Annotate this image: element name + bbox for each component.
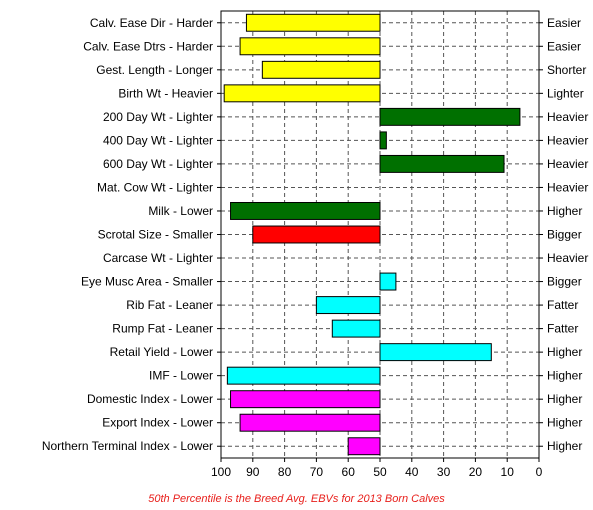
row-label-left: 200 Day Wt - Lighter: [103, 110, 213, 124]
x-tick-label: 0: [536, 465, 543, 479]
bar: [223, 84, 381, 103]
row-label-right: Easier: [547, 16, 581, 30]
x-tick-label: 60: [342, 465, 356, 479]
row-label-left: Milk - Lower: [148, 204, 213, 218]
x-tick-label: 80: [278, 465, 292, 479]
row-label-right: Heavier: [547, 157, 588, 171]
right-labels: Easier Easier Shorter Lighter Heavier Heavier…: [539, 16, 588, 453]
row-label-right: Higher: [547, 345, 582, 359]
row-label-left: IMF - Lower: [149, 369, 213, 383]
row-label-left: Export Index - Lower: [102, 416, 213, 430]
row-label-left: 400 Day Wt - Lighter: [103, 133, 213, 147]
row-label-right: Fatter: [547, 322, 578, 336]
row-label-left: Eye Musc Area - Smaller: [81, 275, 213, 289]
row-label-right: Heavier: [547, 133, 588, 147]
row-label-left: Mat. Cow Wt - Lighter: [97, 180, 213, 194]
row-label-left: Rib Fat - Leaner: [126, 298, 213, 312]
row-label-left: Rump Fat - Leaner: [112, 322, 213, 336]
row-label-left: Northern Terminal Index - Lower: [42, 439, 213, 453]
row-label-right: Higher: [547, 439, 582, 453]
row-label-right: Easier: [547, 39, 581, 53]
row-label-left: Gest. Length - Longer: [96, 63, 213, 77]
row-label-right: Higher: [547, 369, 582, 383]
footnote: 50th Percentile is the Breed Avg. EBVs f…: [148, 493, 445, 505]
row-label-right: Heavier: [547, 180, 588, 194]
row-label-right: Heavier: [547, 251, 588, 265]
row-label-right: Lighter: [547, 86, 584, 100]
row-label-left: Calv. Ease Dtrs - Harder: [83, 39, 213, 53]
x-tick-label: 100: [211, 465, 231, 479]
row-label-right: Bigger: [547, 228, 582, 242]
x-tick-label: 90: [246, 465, 260, 479]
row-label-right: Bigger: [547, 275, 582, 289]
row-label-left: Carcase Wt - Lighter: [103, 251, 213, 265]
row-label-left: Retail Yield - Lower: [110, 345, 213, 359]
bar: [379, 107, 521, 126]
x-tick-label: 40: [405, 465, 419, 479]
bar: [252, 225, 381, 244]
row-label-left: Scrotal Size - Smaller: [98, 228, 213, 242]
bar: [379, 131, 387, 150]
bars: [223, 13, 521, 456]
bar: [315, 296, 381, 315]
x-tick-label: 70: [310, 465, 324, 479]
row-label-left: 600 Day Wt - Lighter: [103, 157, 213, 171]
x-tick-label: 10: [501, 465, 515, 479]
row-label-right: Heavier: [547, 110, 588, 124]
row-label-right: Higher: [547, 204, 582, 218]
x-axis: 100 90 80 70 60 50 40 30 20 10 0: [211, 458, 543, 479]
row-label-left: Domestic Index - Lower: [87, 392, 213, 406]
bar: [230, 202, 381, 220]
bar: [226, 366, 381, 385]
bar: [239, 413, 381, 432]
bar: [230, 390, 381, 409]
row-label-left: Birth Wt - Heavier: [118, 86, 213, 100]
bar: [245, 13, 381, 32]
row-label-left: Calv. Ease Dir - Harder: [90, 16, 213, 30]
x-tick-label: 30: [437, 465, 451, 479]
row-label-right: Fatter: [547, 298, 578, 312]
x-tick-label: 50: [373, 465, 387, 479]
row-label-right: Higher: [547, 416, 582, 430]
row-label-right: Higher: [547, 392, 582, 406]
bar: [261, 60, 381, 79]
row-label-right: Shorter: [547, 63, 586, 77]
x-tick-label: 20: [469, 465, 483, 479]
bar: [379, 272, 397, 291]
left-labels: Calv. Ease Dir - Harder Calv. Ease Dtrs -…: [42, 16, 221, 453]
bar: [331, 319, 381, 338]
bar: [347, 437, 381, 456]
bar: [239, 37, 381, 56]
bar: [379, 154, 505, 173]
bar: [379, 343, 492, 362]
